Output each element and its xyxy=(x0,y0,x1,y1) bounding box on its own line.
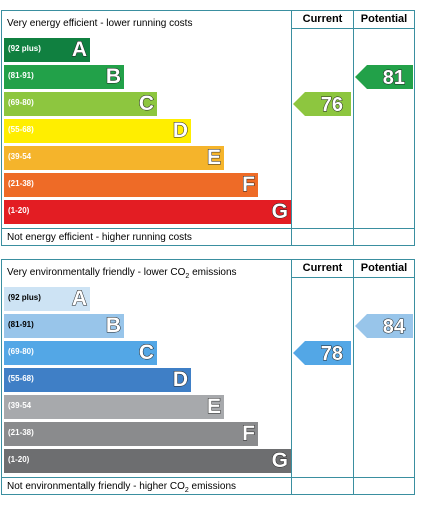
band-letter: C xyxy=(138,341,154,364)
band-a: (92 plus) A xyxy=(4,38,90,62)
column-divider xyxy=(291,11,292,245)
band-d: (55-68) D xyxy=(4,119,191,143)
current-rating-value: 76 xyxy=(320,94,343,117)
rating-arrow xyxy=(355,314,413,338)
column-divider xyxy=(353,11,354,245)
band-range-label: (69-80) xyxy=(8,98,34,107)
column-divider xyxy=(353,260,354,494)
band-range-label: (55-68) xyxy=(8,374,34,383)
band-range-label: (92 plus) xyxy=(8,293,41,302)
header-divider xyxy=(291,28,414,29)
band-e: (39-54 E xyxy=(4,395,224,419)
band-a: (92 plus) A xyxy=(4,287,90,311)
band-letter: D xyxy=(172,368,188,391)
potential-rating-indicator: 84 xyxy=(355,314,413,339)
rating-arrow-shape xyxy=(293,341,351,365)
band-range-label: (81-91) xyxy=(8,320,34,329)
potential-rating-value: 84 xyxy=(382,316,405,339)
band-letter: A xyxy=(71,287,87,310)
environmental-impact-chart: Current Potential Very environmentally f… xyxy=(1,259,415,495)
band-letter: E xyxy=(206,146,221,169)
band-range-label: (39-54 xyxy=(8,152,32,161)
potential-rating-value: 81 xyxy=(382,67,405,90)
band-f: (21-38) F xyxy=(4,422,258,446)
band-letter: B xyxy=(105,314,121,337)
rating-arrow xyxy=(355,65,413,89)
band-range-label: (92 plus) xyxy=(8,44,41,53)
band-c: (69-80) C xyxy=(4,341,157,365)
current-rating-value: 78 xyxy=(320,343,343,366)
energy-efficiency-chart: Current Potential Very energy efficient … xyxy=(1,10,415,246)
rating-arrow-shape xyxy=(293,92,351,116)
band-b: (81-91) B xyxy=(4,65,124,89)
footer-divider xyxy=(2,228,414,229)
band-letter: G xyxy=(271,200,288,223)
band-range-label: (81-91) xyxy=(8,71,34,80)
band-range-label: (1-20) xyxy=(8,206,30,215)
top-description: Very environmentally friendly - lower CO… xyxy=(7,267,237,280)
band-d: (55-68) D xyxy=(4,368,191,392)
band-letter: C xyxy=(138,92,154,115)
potential-column-header: Potential xyxy=(360,13,408,25)
band-range-label: (55-68) xyxy=(8,125,34,134)
band-range-label: (69-80) xyxy=(8,347,34,356)
band-letter: A xyxy=(71,38,87,61)
band-range-label: (1-20) xyxy=(8,455,30,464)
band-g: (1-20) G xyxy=(4,200,291,224)
band-letter: F xyxy=(242,422,256,445)
band-range-label: (39-54 xyxy=(8,401,32,410)
band-letter: B xyxy=(105,65,121,88)
current-column-header: Current xyxy=(302,13,343,25)
rating-arrow-shape xyxy=(355,314,413,338)
column-divider xyxy=(291,260,292,494)
band-letter: G xyxy=(271,449,288,472)
band-range-label: (21-38) xyxy=(8,179,34,188)
band-letter: D xyxy=(172,119,188,142)
rating-arrow xyxy=(293,92,351,116)
rating-arrow-shape xyxy=(355,65,413,89)
bottom-description: Not energy efficient - higher running co… xyxy=(7,232,192,243)
band-range-label: (21-38) xyxy=(8,428,34,437)
potential-column-header: Potential xyxy=(360,262,408,274)
band-b: (81-91) B xyxy=(4,314,124,338)
band-e: (39-54 E xyxy=(4,146,224,170)
current-rating-indicator: 78 xyxy=(293,341,351,366)
current-column-header: Current xyxy=(302,262,343,274)
band-letter: E xyxy=(206,395,221,418)
band-g: (1-20) G xyxy=(4,449,291,473)
band-letter: F xyxy=(242,173,256,196)
band-c: (69-80) C xyxy=(4,92,157,116)
header-divider xyxy=(291,277,414,278)
band-f: (21-38) F xyxy=(4,173,258,197)
rating-arrow xyxy=(293,341,351,365)
bottom-description: Not environmentally friendly - higher CO… xyxy=(7,481,237,494)
current-rating-indicator: 76 xyxy=(293,92,351,117)
top-description: Very energy efficient - lower running co… xyxy=(7,18,193,29)
potential-rating-indicator: 81 xyxy=(355,65,413,90)
footer-divider xyxy=(2,477,414,478)
